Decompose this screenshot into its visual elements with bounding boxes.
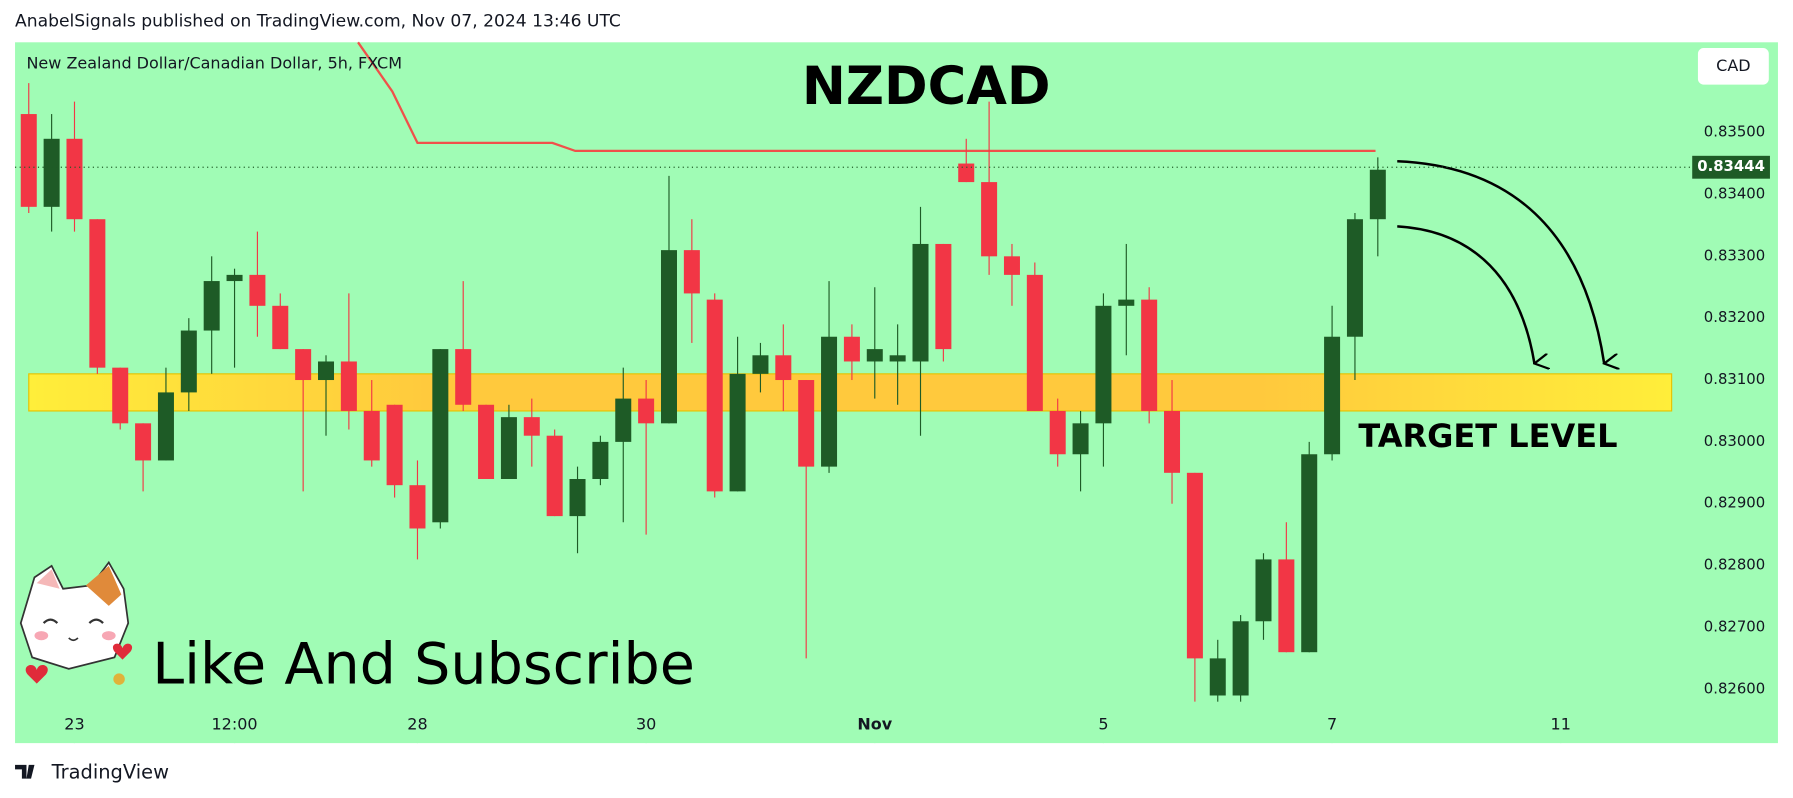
candle-body — [340, 361, 357, 411]
candle-body — [89, 219, 106, 368]
candle-body — [432, 349, 449, 523]
y-tick-label: 0.82900 — [1704, 494, 1765, 512]
candle-body — [1232, 621, 1249, 696]
last-price-tag — [1692, 155, 1770, 179]
currency-label[interactable]: CAD — [1716, 56, 1750, 75]
candle-body — [409, 485, 426, 529]
candle-body — [1369, 169, 1386, 220]
footer-brand: TradingView — [51, 760, 169, 783]
zone-label: TARGET LEVEL — [1358, 417, 1617, 455]
candle-body — [729, 373, 746, 492]
candle-body — [455, 349, 472, 405]
candle-body — [1095, 305, 1112, 424]
candle-body — [615, 398, 632, 442]
candle-body — [706, 299, 723, 492]
candle-body — [226, 274, 243, 282]
x-tick-label: Nov — [857, 714, 892, 733]
candle-body — [1324, 336, 1341, 455]
y-tick-label: 0.82600 — [1704, 679, 1765, 697]
candle-body — [775, 355, 792, 381]
candle-body — [981, 182, 998, 257]
candle-body — [1118, 299, 1135, 306]
candle-body — [752, 355, 769, 374]
candle-body — [112, 367, 129, 424]
candle-body — [157, 392, 174, 461]
arrow — [1397, 225, 1534, 363]
x-tick-label: 30 — [636, 714, 656, 733]
candle-body — [569, 479, 586, 517]
symbol-description: New Zealand Dollar/Canadian Dollar, 5h, … — [26, 54, 402, 73]
candle-body — [135, 423, 152, 461]
candle-body — [1003, 256, 1020, 275]
y-tick-label: 0.83300 — [1704, 246, 1765, 264]
candle-body — [386, 404, 403, 486]
x-tick-label: 11 — [1551, 714, 1571, 733]
publish-header: AnabelSignals published on TradingView.c… — [15, 12, 621, 32]
candle-body — [935, 243, 952, 350]
y-tick-label: 0.83100 — [1704, 370, 1765, 388]
candle-body — [1278, 559, 1295, 653]
indicator-line — [357, 41, 1376, 153]
arrow — [1397, 159, 1604, 363]
candle-body — [1141, 299, 1158, 411]
footer-logo — [15, 764, 35, 779]
candle-body — [295, 349, 312, 381]
candle-body — [912, 243, 929, 362]
y-tick-label: 0.82700 — [1704, 617, 1765, 635]
candle-body — [180, 330, 197, 393]
x-tick-label: 5 — [1098, 714, 1108, 733]
candle-body — [821, 336, 838, 467]
x-tick-label: 23 — [64, 714, 84, 733]
candle-body — [866, 349, 883, 362]
candle-body — [500, 417, 517, 480]
candle-body — [43, 138, 60, 207]
candle-body — [660, 250, 677, 424]
y-tick-label: 0.83500 — [1704, 123, 1765, 141]
x-tick-label: 7 — [1327, 714, 1337, 733]
candle-body — [546, 435, 563, 517]
annotation: Like And Subscribe — [152, 631, 695, 697]
candle-body — [1301, 454, 1318, 653]
candle-body — [272, 305, 289, 350]
candle-body — [1026, 274, 1043, 411]
candle-body — [798, 380, 815, 467]
candle-body — [523, 417, 540, 436]
candle-body — [638, 398, 655, 424]
candle-body — [363, 410, 380, 461]
candle-body — [1346, 219, 1363, 337]
candle-body — [889, 355, 906, 362]
x-tick-label: 12:00 — [211, 714, 257, 733]
candle-body — [1209, 658, 1226, 696]
candle-body — [592, 441, 609, 480]
candle-body — [478, 404, 495, 480]
candle-body — [1255, 559, 1272, 622]
y-tick-label: 0.83400 — [1704, 184, 1765, 202]
chart-title: NZDCAD — [802, 56, 1051, 117]
candle-body — [203, 281, 220, 331]
target-zone — [28, 373, 1673, 412]
candle-body — [843, 336, 860, 362]
candle-body — [20, 114, 37, 207]
x-tick-label: 28 — [407, 714, 427, 733]
currency-button[interactable] — [1697, 48, 1769, 85]
candle-body — [1049, 410, 1066, 455]
candle-body — [318, 361, 335, 381]
y-tick-label: 0.83000 — [1704, 432, 1765, 450]
candle-body — [1186, 472, 1203, 659]
candle-body — [66, 138, 83, 220]
candle-body — [683, 250, 700, 294]
last-price-label: 0.83444 — [1697, 157, 1765, 175]
candle-body — [1072, 423, 1089, 455]
candle-body — [1164, 410, 1181, 473]
cat-sticker — [19, 560, 133, 685]
candle-body — [249, 274, 266, 306]
y-tick-label: 0.82800 — [1704, 556, 1765, 574]
candle-body — [958, 163, 975, 183]
y-tick-label: 0.83200 — [1704, 308, 1765, 326]
